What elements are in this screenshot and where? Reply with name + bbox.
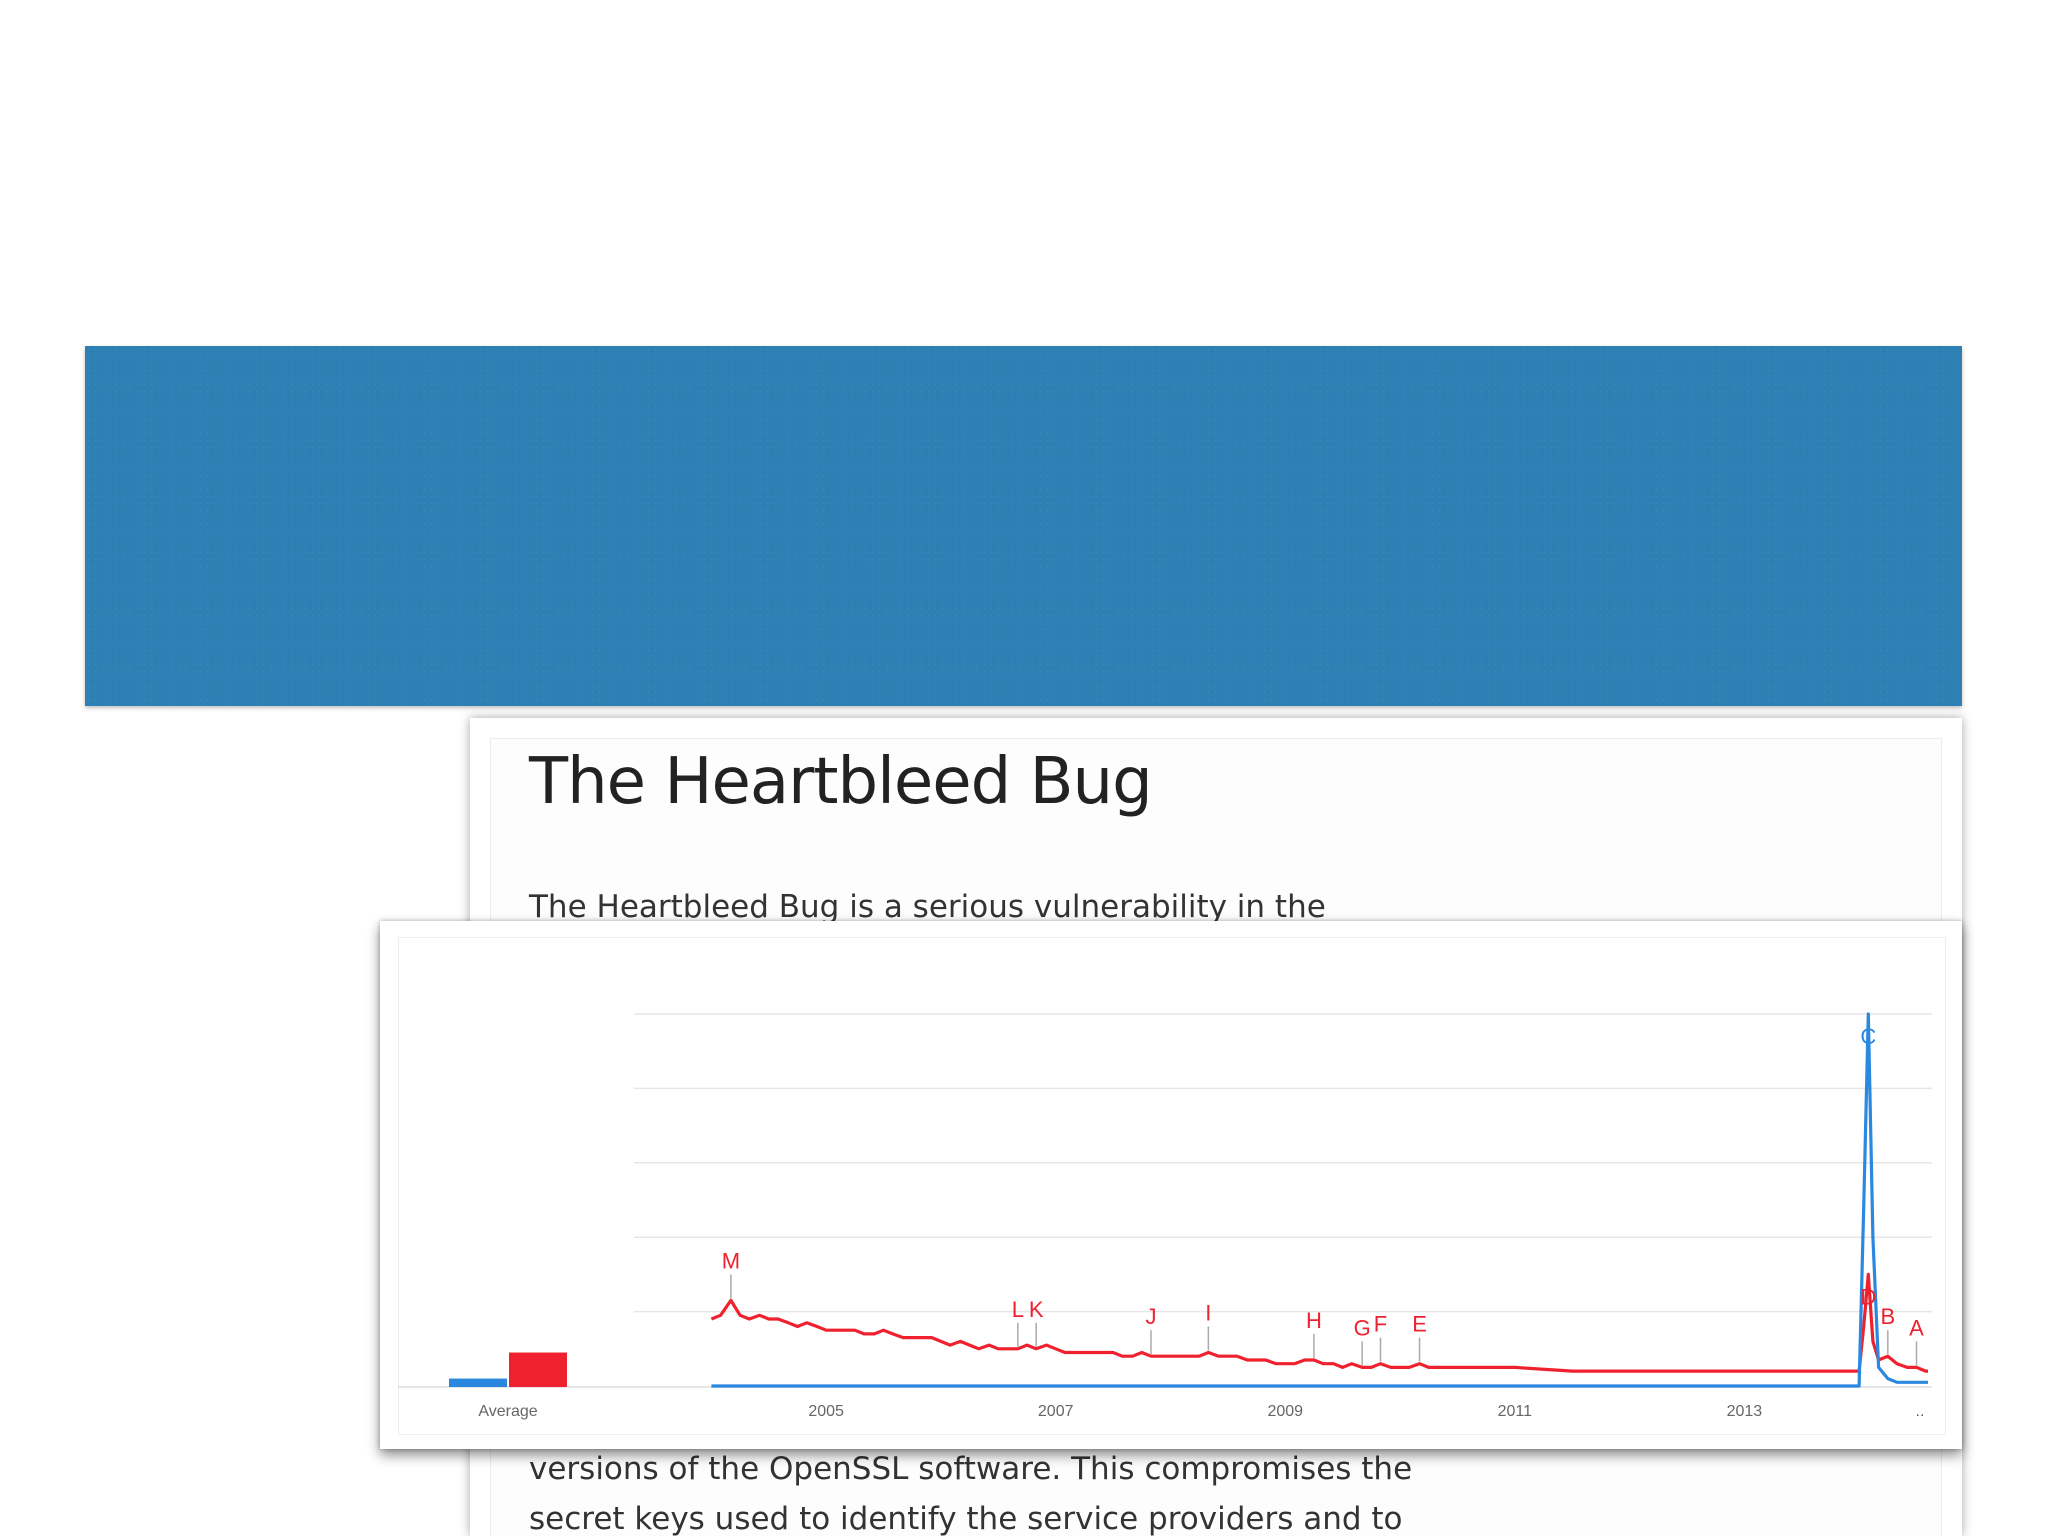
trends-chart: M L K J I H G F E D C B A Average 2005 2007 2009 2011 201… [398,1012,1932,1420]
x-tick-label-end: .. [1916,1403,1925,1420]
average-bar [509,1352,567,1387]
series-line [710,1272,1928,1373]
x-tick-label: 2013 [1727,1403,1763,1420]
series-line [711,1012,1928,1388]
x-tick-label: 2007 [1038,1403,1074,1420]
annotation-label: C [1860,1024,1876,1049]
article-text-line: versions of the OpenSSL software. This c… [529,1451,1413,1487]
annotation-label: J [1145,1304,1156,1329]
annotation-label: K [1029,1297,1044,1322]
series-lines [710,1012,1928,1388]
annotation-label: I [1205,1301,1211,1326]
annotation-label: M [722,1248,740,1273]
x-tick-label: 2009 [1267,1403,1303,1420]
annotation-label: A [1909,1315,1924,1340]
x-axis: Average 2005 2007 2009 2011 2013.. [478,1403,1924,1420]
x-tick-label: 2005 [808,1403,844,1420]
x-tick-label: 2011 [1498,1403,1533,1420]
annotation-label: L [1012,1297,1024,1322]
annotation-label: H [1306,1308,1322,1333]
gridlines [398,1013,1932,1388]
annotation-label: F [1374,1312,1387,1337]
article-title: The Heartbleed Bug [529,745,1153,819]
average-bars [449,1352,567,1387]
average-bar [449,1378,507,1387]
annotation-label: E [1412,1312,1427,1337]
x-tick-label-average: Average [478,1403,537,1420]
annotation-label: B [1880,1304,1895,1329]
annotation-markers: M L K J I H G F E D C B A [722,1024,1924,1366]
article-text-line: secret keys used to identify the service… [529,1501,1403,1536]
article-text-line: The Heartbleed Bug is a serious vulnerab… [529,889,1326,925]
annotation-label: D [1860,1284,1876,1309]
blue-banner [85,346,1962,706]
annotation-label: G [1354,1315,1371,1340]
